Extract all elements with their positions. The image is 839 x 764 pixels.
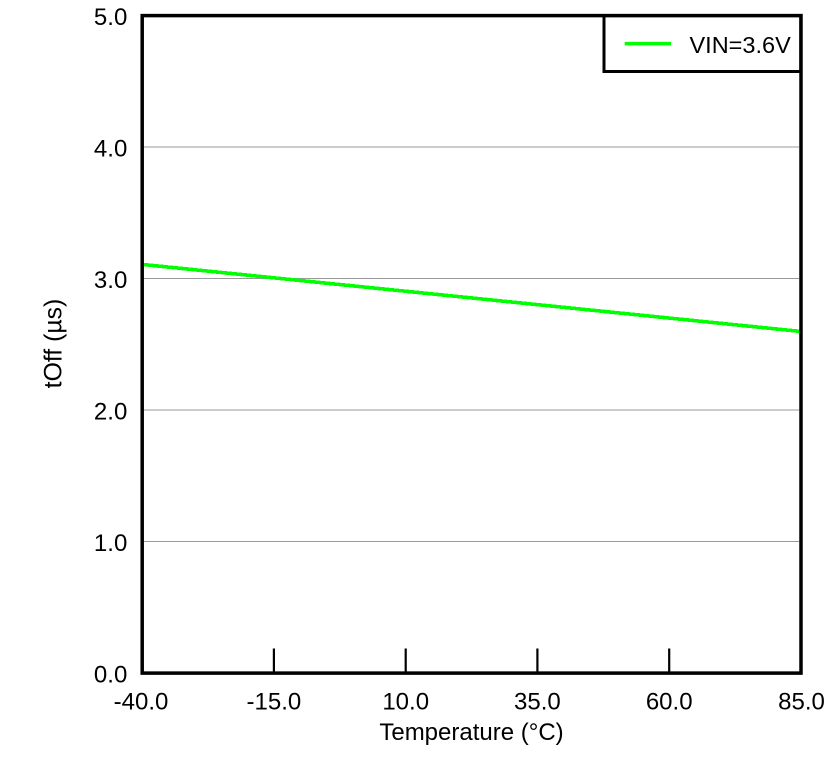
svg-text:3.0: 3.0 xyxy=(94,267,127,294)
svg-text:4.0: 4.0 xyxy=(94,136,127,163)
svg-text:5.0: 5.0 xyxy=(94,4,127,31)
svg-text:35.0: 35.0 xyxy=(514,689,561,716)
svg-text:tOff (µs): tOff (µs) xyxy=(41,299,68,389)
svg-text:1.0: 1.0 xyxy=(94,530,127,557)
svg-text:60.0: 60.0 xyxy=(646,689,693,716)
svg-text:85.0: 85.0 xyxy=(778,689,825,716)
svg-text:2.0: 2.0 xyxy=(94,398,127,425)
svg-text:0.0: 0.0 xyxy=(94,661,127,688)
svg-text:10.0: 10.0 xyxy=(382,689,429,716)
svg-text:-15.0: -15.0 xyxy=(247,689,302,716)
svg-text:-40.0: -40.0 xyxy=(114,689,169,716)
svg-text:VIN=3.6V: VIN=3.6V xyxy=(690,32,792,58)
svg-text:Temperature (°C): Temperature (°C) xyxy=(379,719,563,746)
